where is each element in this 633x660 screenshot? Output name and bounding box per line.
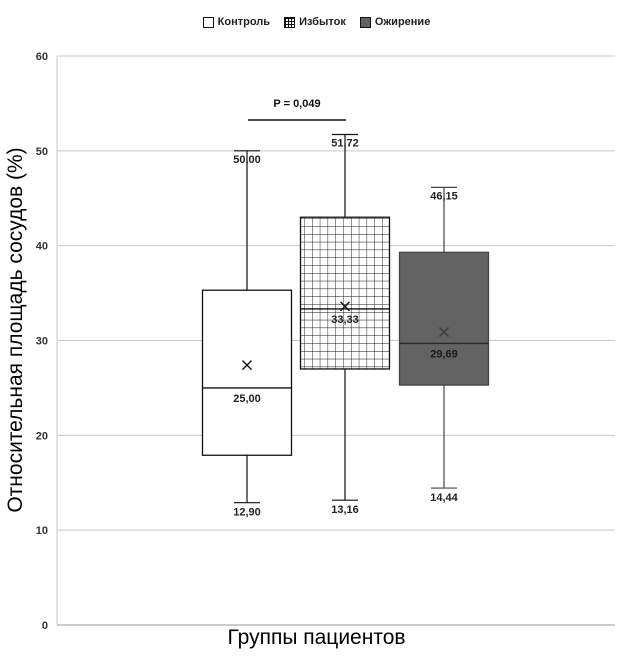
y-tick-label: 40 <box>36 241 48 253</box>
legend-label-obesity: Ожирение <box>374 16 431 28</box>
y-tick-label: 0 <box>42 620 48 632</box>
box-group-1: 51,72 33,33 13,16 <box>299 133 391 516</box>
box-iqr <box>201 289 293 456</box>
legend-item-control: Контроль <box>202 16 271 28</box>
median-label: 29,69 <box>430 348 458 360</box>
y-tick-label: 10 <box>36 525 48 537</box>
mean-marker <box>439 326 449 337</box>
legend-swatch-excess <box>284 16 296 28</box>
box-iqr <box>398 251 490 386</box>
y-tick-label: 20 <box>36 430 48 442</box>
median-label: 33,33 <box>331 314 359 326</box>
min-label: 12,90 <box>233 507 261 519</box>
legend-item-excess: Избыток <box>284 16 346 28</box>
mean-marker <box>242 360 252 371</box>
y-tick-label: 30 <box>36 336 48 348</box>
legend-swatch-control <box>202 16 214 28</box>
y-axis-label: Относительная площадь сосудов (%) <box>4 147 27 513</box>
legend-label-excess: Избыток <box>299 16 346 28</box>
median-label: 25,00 <box>233 393 261 405</box>
box-iqr <box>299 216 391 370</box>
min-label: 13,16 <box>331 504 359 516</box>
max-label: 46,15 <box>430 190 458 202</box>
x-axis-label: Группы пациентов <box>227 626 406 649</box>
p-value-annotation: P = 0,049 <box>273 98 321 110</box>
legend-swatch-obesity <box>359 16 371 28</box>
legend: Контроль Избыток Ожирение <box>0 16 633 28</box>
y-tick-label: 50 <box>36 146 48 158</box>
box-group-0: 50,00 25,00 12,90 <box>201 150 293 519</box>
legend-item-obesity: Ожирение <box>359 16 431 28</box>
mean-marker <box>340 301 350 312</box>
box-group-2: 46,15 29,69 14,44 <box>398 186 490 504</box>
y-tick-label: 60 <box>36 51 48 63</box>
max-label: 50,00 <box>233 154 261 166</box>
legend-label-control: Контроль <box>217 16 271 28</box>
min-label: 14,44 <box>430 492 458 504</box>
max-label: 51,72 <box>331 138 359 150</box>
